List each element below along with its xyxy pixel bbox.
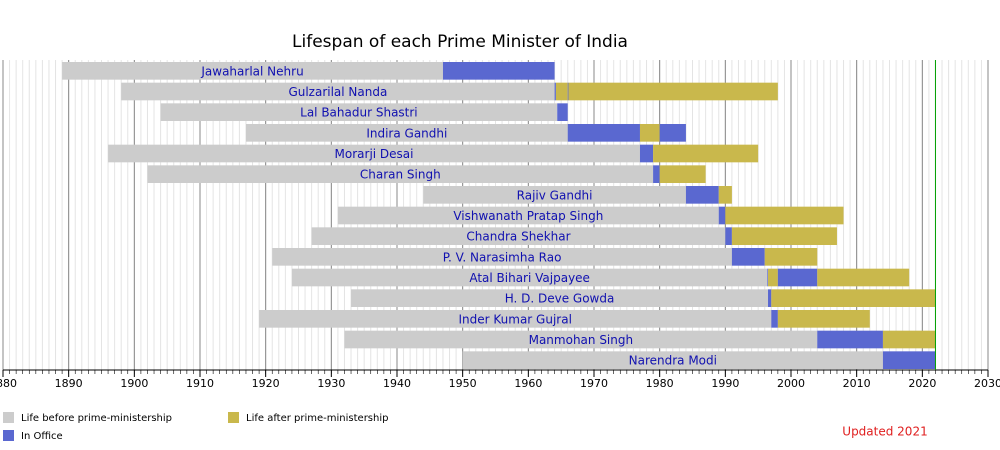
office-bar: [718, 206, 726, 225]
row-label: Indira Gandhi: [366, 126, 447, 140]
life-after-bar: [718, 186, 732, 204]
office-bar: [557, 103, 568, 121]
legend-swatch: [3, 412, 14, 423]
office-bar: [731, 248, 765, 266]
row-label: Inder Kumar Gujral: [458, 312, 571, 326]
x-tick-label: 1960: [514, 377, 542, 390]
legend-label: Life after prime-ministership: [246, 413, 388, 424]
x-tick-label: 1880: [0, 377, 17, 390]
row-label: Morarji Desai: [335, 147, 414, 161]
row-label: Charan Singh: [360, 168, 441, 182]
office-bar: [768, 289, 772, 307]
life-before-bar: [311, 227, 726, 245]
x-tick-label: 2000: [777, 377, 805, 390]
office-bar: [442, 62, 555, 80]
life-before-bar: [337, 206, 719, 225]
life-after-bar: [768, 268, 778, 287]
life-before-bar: [351, 289, 769, 307]
life-before-bar: [344, 330, 818, 349]
life-after-bar: [777, 310, 870, 328]
life-after-bar: [725, 206, 844, 225]
life-after-bar: [555, 82, 568, 101]
x-tick-label: 2030: [974, 377, 1000, 390]
legend-label: Life before prime-ministership: [21, 413, 172, 424]
legend-label: In Office: [21, 431, 63, 442]
office-bar: [567, 124, 640, 142]
life-before-bar: [62, 62, 443, 80]
row-label: Jawaharlal Nehru: [200, 64, 303, 78]
life-after-bar: [817, 268, 910, 287]
office-bar: [659, 124, 686, 142]
chart-title: Lifespan of each Prime Minister of India: [292, 32, 628, 52]
life-before-bar: [147, 165, 654, 183]
legend-swatch: [228, 412, 239, 423]
life-after-bar: [568, 82, 778, 101]
x-tick-label: 1890: [55, 377, 83, 390]
x-tick-label: 2010: [843, 377, 871, 390]
life-before-bar: [245, 124, 568, 142]
life-before-bar: [160, 103, 558, 121]
x-tick-label: 1910: [186, 377, 214, 390]
life-after-bar: [882, 330, 936, 349]
office-bar: [639, 144, 654, 163]
row-label: Narendra Modi: [629, 354, 717, 368]
x-tick-label: 1950: [449, 377, 477, 390]
row-label: Atal Bihari Vajpayee: [469, 271, 590, 285]
x-tick-label: 1980: [646, 377, 674, 390]
life-after-bar: [771, 289, 936, 307]
row-label: H. D. Deve Gowda: [505, 292, 615, 306]
life-before-bar: [272, 248, 732, 266]
life-before-bar: [462, 351, 883, 369]
row-label: Lal Bahadur Shastri: [300, 106, 418, 120]
x-tick-label: 1970: [580, 377, 608, 390]
row-label: Chandra Shekhar: [466, 230, 570, 244]
life-after-bar: [639, 124, 660, 142]
x-tick-label: 1940: [383, 377, 411, 390]
x-tick-label: 1930: [317, 377, 345, 390]
office-bar: [725, 227, 732, 245]
life-before-bar: [259, 310, 772, 328]
row-label: P. V. Narasimha Rao: [443, 250, 562, 264]
annotation: Updated 2021: [842, 425, 927, 439]
office-bar: [817, 330, 883, 349]
office-bar: [777, 268, 818, 287]
life-before-bar: [108, 144, 640, 163]
row-label: Gulzarilal Nanda: [288, 85, 387, 99]
office-bar: [882, 351, 936, 369]
office-bar: [767, 268, 769, 287]
x-tick-label: 1900: [120, 377, 148, 390]
x-tick-label: 1920: [252, 377, 280, 390]
office-bar: [554, 82, 556, 101]
life-before-bar: [121, 82, 555, 101]
legend-swatch: [3, 430, 14, 441]
office-bar: [685, 186, 719, 204]
life-before-bar: [423, 186, 686, 204]
life-after-bar: [653, 144, 759, 163]
x-tick-label: 1990: [711, 377, 739, 390]
row-label: Vishwanath Pratap Singh: [453, 209, 603, 223]
office-bar: [567, 82, 569, 101]
x-tick-label: 2020: [908, 377, 936, 390]
life-after-bar: [731, 227, 837, 245]
office-bar: [771, 310, 778, 328]
office-bar: [653, 165, 660, 183]
row-label: Rajiv Gandhi: [517, 188, 593, 202]
life-after-bar: [659, 165, 706, 183]
row-label: Manmohan Singh: [529, 333, 634, 347]
life-before-bar: [291, 268, 768, 287]
life-after-bar: [764, 248, 818, 266]
